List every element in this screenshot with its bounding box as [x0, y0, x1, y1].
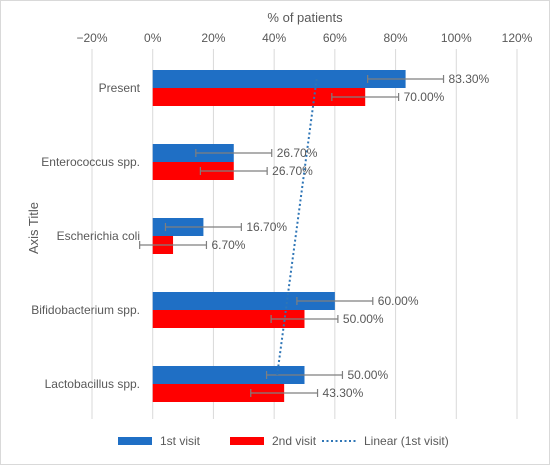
bar	[152, 70, 406, 88]
bar	[152, 162, 234, 180]
data-label: 60.00%	[378, 294, 419, 308]
category-label: Escherichia coli	[57, 229, 140, 243]
legend-label: Linear (1st visit)	[364, 434, 449, 448]
data-label: 50.00%	[347, 368, 388, 382]
gridlines	[91, 49, 518, 419]
data-label: 26.70%	[277, 146, 318, 160]
legend-label: 2nd visit	[272, 434, 317, 448]
data-labels: 83.30% 70.00% 26.70% 26.70% 16.70%6.70% 60.00…	[211, 72, 489, 400]
category-label: Bifidobacterium spp.	[31, 303, 140, 317]
x-axis-title: % of patients	[267, 10, 343, 25]
x-tick-label: 20%	[201, 31, 225, 45]
data-label: 83.30%	[449, 72, 490, 86]
error-bars	[139, 75, 445, 397]
trendline-path	[276, 78, 318, 376]
bar	[152, 366, 305, 384]
x-tick-label: 100%	[441, 31, 472, 45]
bar	[152, 144, 234, 162]
data-label: 16.70%	[246, 220, 287, 234]
category-label: Lactobacillus spp.	[45, 377, 140, 391]
category-labels: Present Enterococcus spp. Escherichia coli…	[31, 81, 140, 391]
bar	[152, 292, 335, 310]
x-tick-label: −20%	[76, 31, 107, 45]
legend-swatch	[118, 437, 152, 445]
x-tick-label: 40%	[262, 31, 286, 45]
category-label: Present	[99, 81, 141, 95]
bar	[152, 88, 366, 106]
bar	[152, 310, 305, 328]
x-tick-label: 120%	[502, 31, 533, 45]
x-tick-label: 0%	[144, 31, 162, 45]
bars	[152, 70, 406, 402]
data-label: 6.70%	[211, 238, 245, 252]
legend: 1st visit 2nd visit Linear (1st visit)	[118, 434, 449, 448]
y-axis-title: Axis Title	[26, 202, 41, 254]
x-tick-label: 80%	[384, 31, 408, 45]
trendline	[276, 78, 318, 376]
x-tick-labels: −20% 0% 20% 40% 60% 80% 100% 120%	[76, 31, 532, 45]
legend-swatch	[230, 437, 264, 445]
data-label: 26.70%	[272, 164, 313, 178]
legend-label: 1st visit	[160, 434, 201, 448]
bar	[152, 384, 285, 402]
data-label: 50.00%	[343, 312, 384, 326]
data-label: 43.30%	[323, 386, 364, 400]
x-tick-label: 60%	[323, 31, 347, 45]
category-label: Enterococcus spp.	[41, 155, 140, 169]
data-label: 70.00%	[404, 90, 445, 104]
